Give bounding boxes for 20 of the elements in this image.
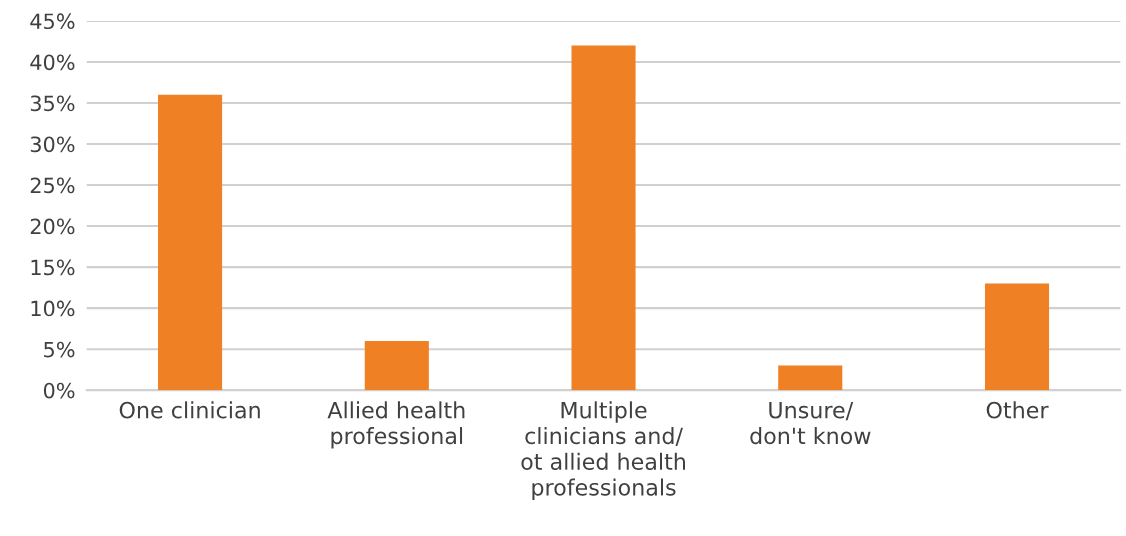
bar [571, 45, 636, 391]
y-tick-label: 40% [30, 54, 75, 71]
y-tick-label: 30% [30, 136, 75, 153]
bar [778, 365, 843, 391]
x-tick-label: One clinician [119, 401, 260, 419]
x-tick-label: Allied health professional [327, 401, 465, 449]
bar [364, 340, 429, 391]
y-tick-label: 5% [44, 341, 75, 358]
y-tick-label: 25% [30, 177, 75, 194]
y-tick-label: 0% [43, 382, 75, 399]
y-tick-label: 10% [31, 300, 75, 317]
bar [158, 94, 223, 391]
y-tick-label: 45% [30, 13, 75, 30]
bar [984, 283, 1050, 391]
x-tick-label: Multiple clinicians and/ ot allied health professionals [521, 401, 685, 501]
x-tick-label: Other [986, 401, 1049, 419]
x-tick-label: Unsure/ don't know [750, 402, 871, 445]
y-tick-label: 20% [30, 218, 75, 235]
y-tick-label: 15% [31, 259, 75, 276]
y-tick-label: 35% [30, 95, 75, 112]
